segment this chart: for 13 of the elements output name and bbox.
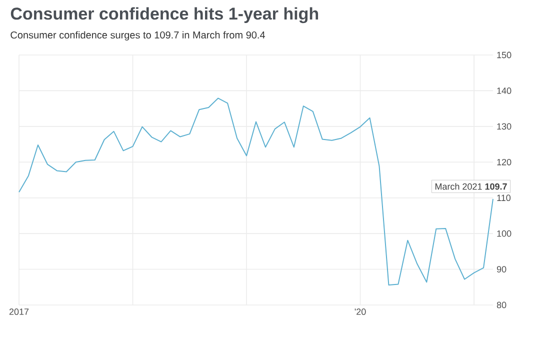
y-tick-label: 130	[497, 123, 512, 130]
x-tick-label: '20	[354, 308, 366, 315]
chart-title: Consumer confidence hits 1-year high	[10, 7, 318, 24]
y-tick-label: 110	[497, 194, 511, 202]
y-tick-label: 120	[497, 158, 512, 166]
y-tick-label: 90	[496, 266, 506, 272]
y-tick-label: 100	[497, 230, 512, 237]
annotation: March 2021 109.7	[435, 183, 507, 190]
y-tick-label: 140	[497, 88, 512, 94]
y-tick-label: 80	[496, 302, 506, 308]
y-tick-label: 150	[497, 52, 512, 58]
x-tick-label: 2017	[9, 308, 29, 315]
chart-subtitle: Consumer confidence surges to 109.7 in March from 90.4	[10, 31, 265, 41]
